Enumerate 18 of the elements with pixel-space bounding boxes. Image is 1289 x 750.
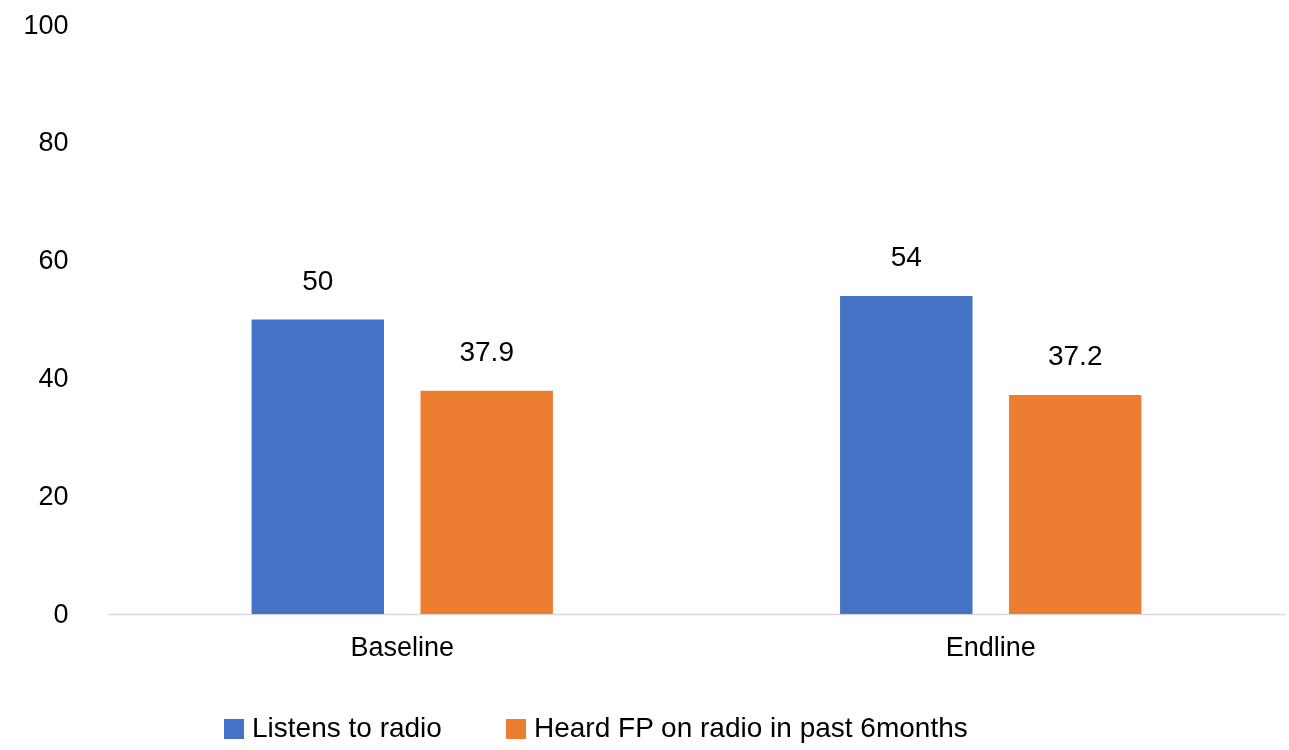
data-label: 50 [302, 264, 334, 296]
bar [1008, 394, 1142, 614]
legend-label: Listens to radio [252, 712, 442, 743]
data-label: 54 [890, 240, 922, 272]
y-tick-label: 40 [38, 362, 69, 393]
x-tick-label: Baseline [350, 631, 455, 662]
x-tick-label: Endline [945, 631, 1036, 662]
bar [840, 295, 973, 614]
bar [251, 319, 385, 614]
y-tick-label: 60 [38, 245, 69, 276]
data-label: 37.9 [459, 335, 514, 367]
y-tick-label: 20 [38, 480, 69, 511]
y-tick-label: 0 [53, 598, 69, 629]
data-label: 37.2 [1047, 339, 1103, 371]
bar [420, 390, 553, 614]
y-tick-label: 80 [38, 127, 69, 158]
y-tick-label: 100 [23, 9, 69, 40]
legend-label: Heard FP on radio in past 6months [534, 712, 968, 743]
